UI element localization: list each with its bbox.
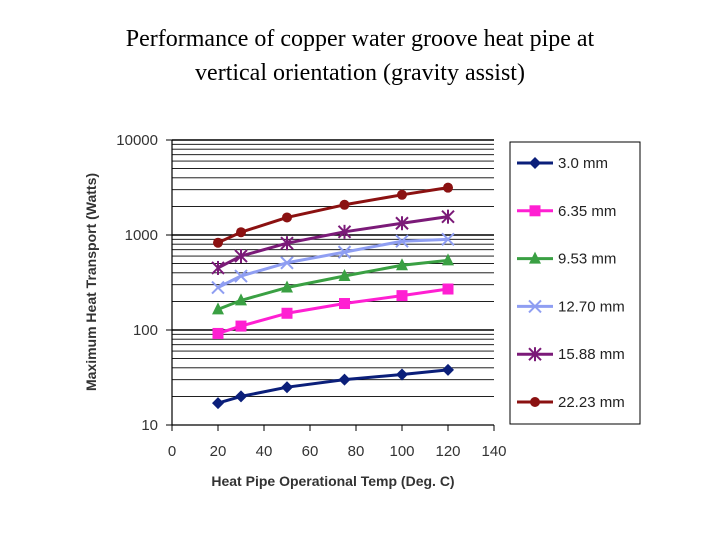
axes: 10 100 1000 10000 0 20 40 60 80 100 120 140 Heat Pip… [83, 132, 507, 489]
legend-label: 3.0 mm [558, 155, 608, 172]
legend-label: 9.53 mm [558, 251, 616, 268]
y-tick-label: 10000 [116, 132, 158, 149]
data-point [234, 269, 248, 283]
marker-stroke [337, 245, 352, 259]
data-point [212, 397, 224, 410]
y-tick-label: 10 [141, 417, 158, 434]
data-point [441, 232, 455, 247]
data-point [396, 258, 408, 271]
marker-stroke [441, 232, 455, 247]
x-tick-label: 120 [435, 443, 460, 460]
marker-stroke [395, 234, 409, 248]
data-point [337, 245, 352, 259]
data-point [212, 327, 224, 339]
legend-entry: 9.53 mm [517, 251, 616, 268]
y-tick-label: 100 [133, 322, 158, 339]
data-point [442, 253, 454, 266]
data-point [395, 216, 409, 231]
data-point [235, 320, 247, 332]
legend-marker [530, 397, 540, 407]
legend-marker [528, 299, 542, 314]
data-point [212, 302, 224, 315]
series-15-88-mm [211, 209, 455, 275]
marker-stroke [528, 299, 542, 314]
legend: 3.0 mm 6.35 mm 9.53 mm 12.70 mm 15.88 mm 22.2… [509, 141, 641, 425]
data-point [211, 260, 225, 275]
data-point [235, 390, 247, 403]
data-point [443, 182, 453, 193]
data-point [282, 212, 292, 223]
data-point [441, 209, 455, 224]
legend-entry: 12.70 mm [517, 298, 625, 315]
x-tick-label: 20 [210, 443, 227, 460]
data-point [234, 249, 248, 264]
data-point [281, 307, 293, 319]
y-axis-title: Maximum Heat Transport (Watts) [83, 173, 99, 391]
data-point [442, 283, 454, 295]
series-12-70-mm [211, 232, 455, 295]
x-tick-label: 140 [481, 443, 506, 460]
x-tick-label: 60 [302, 443, 319, 460]
data-point [280, 256, 294, 270]
data-series [211, 182, 455, 410]
legend-label: 22.23 mm [558, 394, 625, 411]
legend-label: 15.88 mm [558, 346, 625, 363]
title-line-1: Performance of copper water groove heat … [125, 26, 595, 52]
data-point [397, 189, 407, 200]
data-point [280, 236, 294, 251]
legend-label: 12.70 mm [558, 298, 625, 315]
data-point [442, 363, 454, 376]
series-6-35-mm [212, 283, 454, 339]
legend-box [509, 141, 641, 425]
data-point [339, 199, 350, 210]
legend-entry: 6.35 mm [517, 203, 616, 220]
x-tick-label: 80 [348, 443, 365, 460]
x-tick-label: 40 [256, 443, 273, 460]
data-point [337, 224, 352, 239]
legend-marker [529, 157, 541, 169]
legend-marker [528, 347, 542, 362]
legend-label: 6.35 mm [558, 203, 616, 220]
legend-entry: 15.88 mm [517, 346, 625, 363]
series-3-0-mm [212, 363, 454, 410]
data-point [396, 368, 408, 381]
data-point [213, 237, 223, 248]
data-point [281, 280, 293, 293]
series-line [217, 237, 449, 289]
series-line [217, 215, 449, 270]
slide-title: Performance of copper water groove heat … [0, 22, 720, 90]
marker-stroke [234, 269, 248, 283]
data-point [235, 293, 247, 306]
legend-entry: 3.0 mm [517, 155, 608, 172]
legend-marker [529, 205, 541, 217]
data-point [338, 373, 351, 386]
x-tick-label: 100 [389, 443, 414, 460]
data-point [339, 298, 350, 310]
data-point [395, 234, 409, 248]
data-point [236, 227, 246, 238]
marker-stroke [211, 280, 225, 295]
y-tick-label: 1000 [125, 227, 158, 244]
marker-stroke [280, 256, 294, 270]
series-line [217, 368, 449, 405]
series-9-53-mm [212, 253, 454, 315]
data-point [281, 381, 293, 394]
x-tick-label: 0 [168, 443, 176, 460]
legend-entry: 22.23 mm [517, 394, 625, 411]
title-line-2: vertical orientation (gravity assist) [195, 60, 525, 86]
data-point [396, 290, 408, 302]
x-axis-title: Heat Pipe Operational Temp (Deg. C) [211, 473, 454, 489]
legend-marker [529, 251, 541, 264]
series-22-23-mm [213, 182, 453, 248]
data-point [211, 280, 225, 295]
data-point [338, 269, 351, 282]
